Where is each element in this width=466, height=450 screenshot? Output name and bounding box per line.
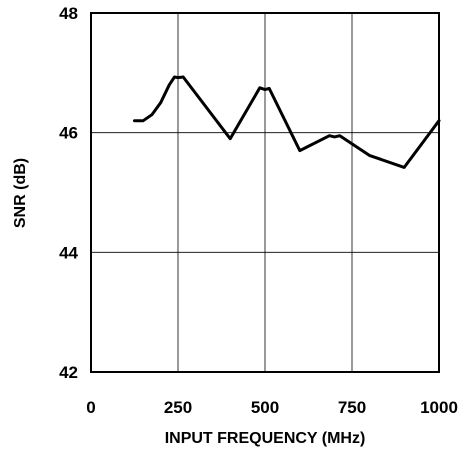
- series-layer: [133, 75, 441, 169]
- y-tick-label: 46: [59, 124, 78, 143]
- y-tick-label: 42: [59, 363, 78, 382]
- x-axis-label: INPUT FREQUENCY (MHz): [165, 430, 366, 447]
- series-line: [133, 75, 441, 169]
- y-tick-label: 48: [59, 4, 78, 23]
- grid-lines: [91, 13, 439, 372]
- x-tick-label: 250: [164, 398, 192, 417]
- x-tick-label: 1000: [420, 398, 458, 417]
- plot-frame: [90, 12, 440, 373]
- y-tick-label: 44: [59, 243, 78, 262]
- y-tick-labels: 42 44 46 48: [59, 4, 78, 382]
- y-axis-label: SNR (dB): [12, 158, 29, 228]
- x-tick-labels: 0 250 500 750 1000: [86, 398, 458, 417]
- x-tick-label: 500: [251, 398, 279, 417]
- x-tick-label: 0: [86, 398, 95, 417]
- x-tick-label: 750: [338, 398, 366, 417]
